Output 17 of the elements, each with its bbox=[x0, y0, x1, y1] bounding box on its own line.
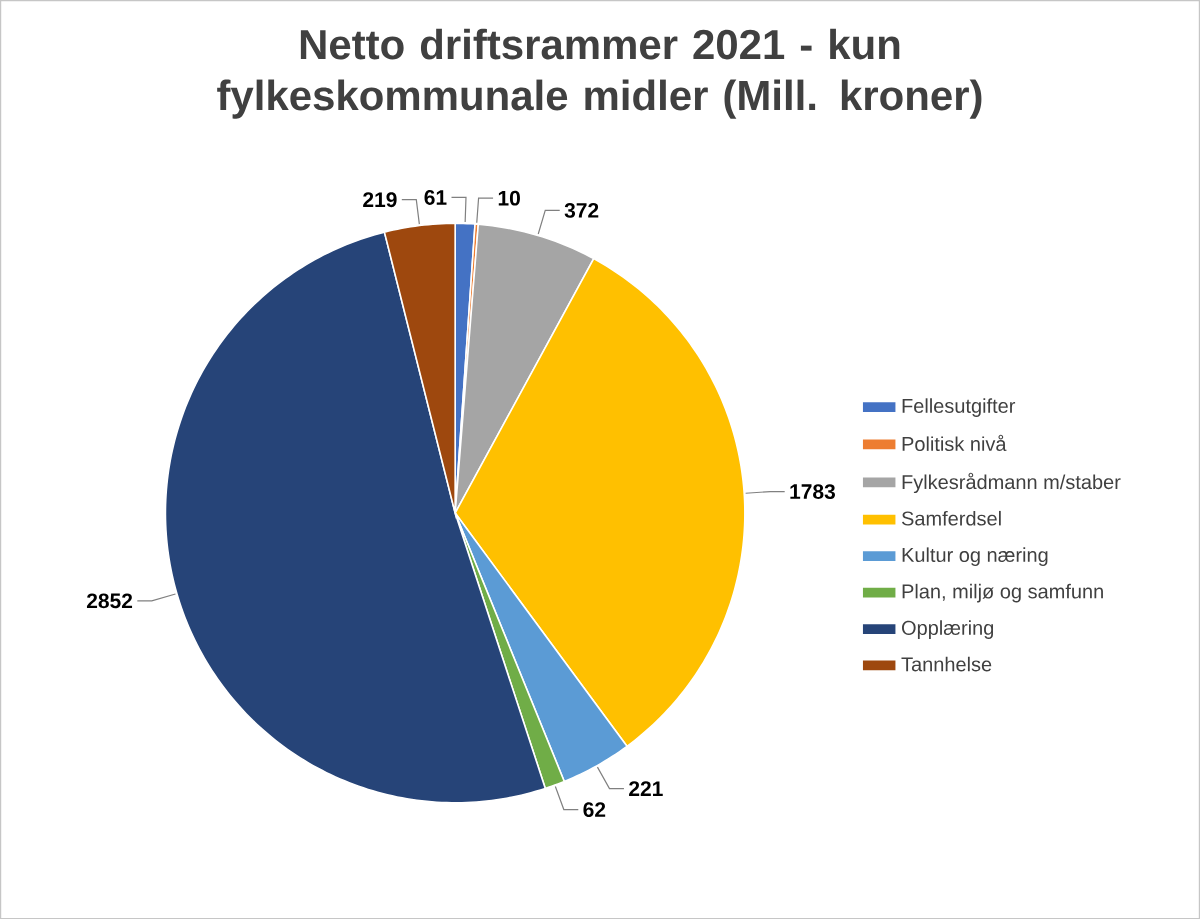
data-label: 221 bbox=[629, 781, 663, 796]
legend-label: Fellesutgifter bbox=[902, 398, 1016, 417]
legend-label: Samferdsel bbox=[901, 510, 1001, 526]
legend-label: Kultur og næring bbox=[902, 547, 1048, 566]
data-label: 372 bbox=[564, 202, 599, 218]
data-label: 62 bbox=[583, 802, 606, 817]
legend-label: Fylkesrådmann m/staber bbox=[902, 472, 1121, 493]
data-label: 61 bbox=[424, 189, 447, 205]
data-label: 10 bbox=[498, 190, 520, 206]
legend-label: Opplæring bbox=[901, 620, 994, 639]
data-label: 2852 bbox=[86, 593, 133, 609]
data-label: 1783 bbox=[790, 484, 835, 499]
legend-label: Plan, miljø og samfunn bbox=[902, 583, 1103, 603]
legend-label: Politisk nivå bbox=[902, 434, 1007, 451]
chart-title: Netto driftsrammer 2021 - kun fylkeskommunale midler (Mill. kroner) bbox=[217, 28, 982, 119]
legend-label: Tannhelse bbox=[901, 656, 992, 672]
data-label: 219 bbox=[363, 192, 397, 208]
